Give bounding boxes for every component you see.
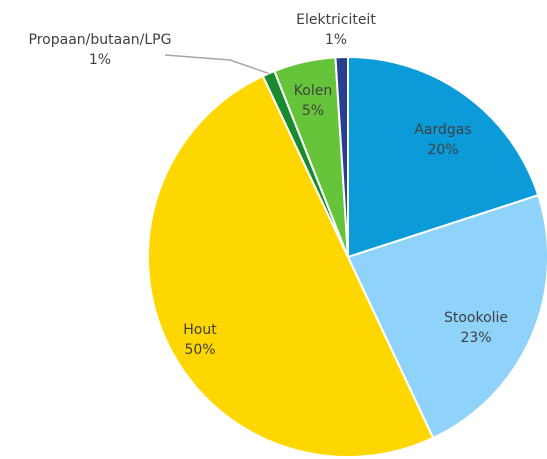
slice-value: 23% (460, 330, 491, 346)
pie-slice (334, 55, 349, 258)
slice-value: 1% (89, 52, 111, 68)
slice-value: 20% (427, 142, 458, 158)
slice-label: Kolen (294, 83, 332, 99)
slice-label: Propaan/butaan/LPG (29, 32, 172, 48)
slice-label: Stookolie (444, 310, 508, 326)
slice-label: Hout (183, 322, 217, 338)
slice-value: 1% (325, 32, 347, 48)
pie-slice (346, 193, 547, 440)
pie-slice (347, 55, 540, 259)
slice-label: Aardgas (414, 122, 471, 138)
slice-value: 5% (302, 103, 324, 119)
leader-line (164, 54, 269, 75)
slice-label: Elektriciteit (296, 12, 376, 28)
slice-value: 50% (184, 342, 215, 358)
pie-slice (146, 74, 435, 459)
